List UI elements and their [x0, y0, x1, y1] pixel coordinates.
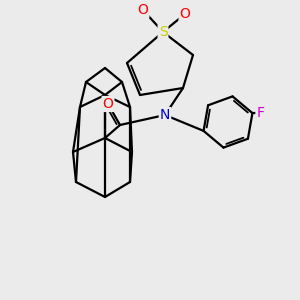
Text: O: O	[138, 3, 148, 17]
Text: O: O	[103, 97, 113, 111]
Text: O: O	[180, 7, 190, 21]
Text: F: F	[256, 106, 264, 120]
Text: N: N	[160, 108, 170, 122]
Text: S: S	[159, 25, 167, 39]
